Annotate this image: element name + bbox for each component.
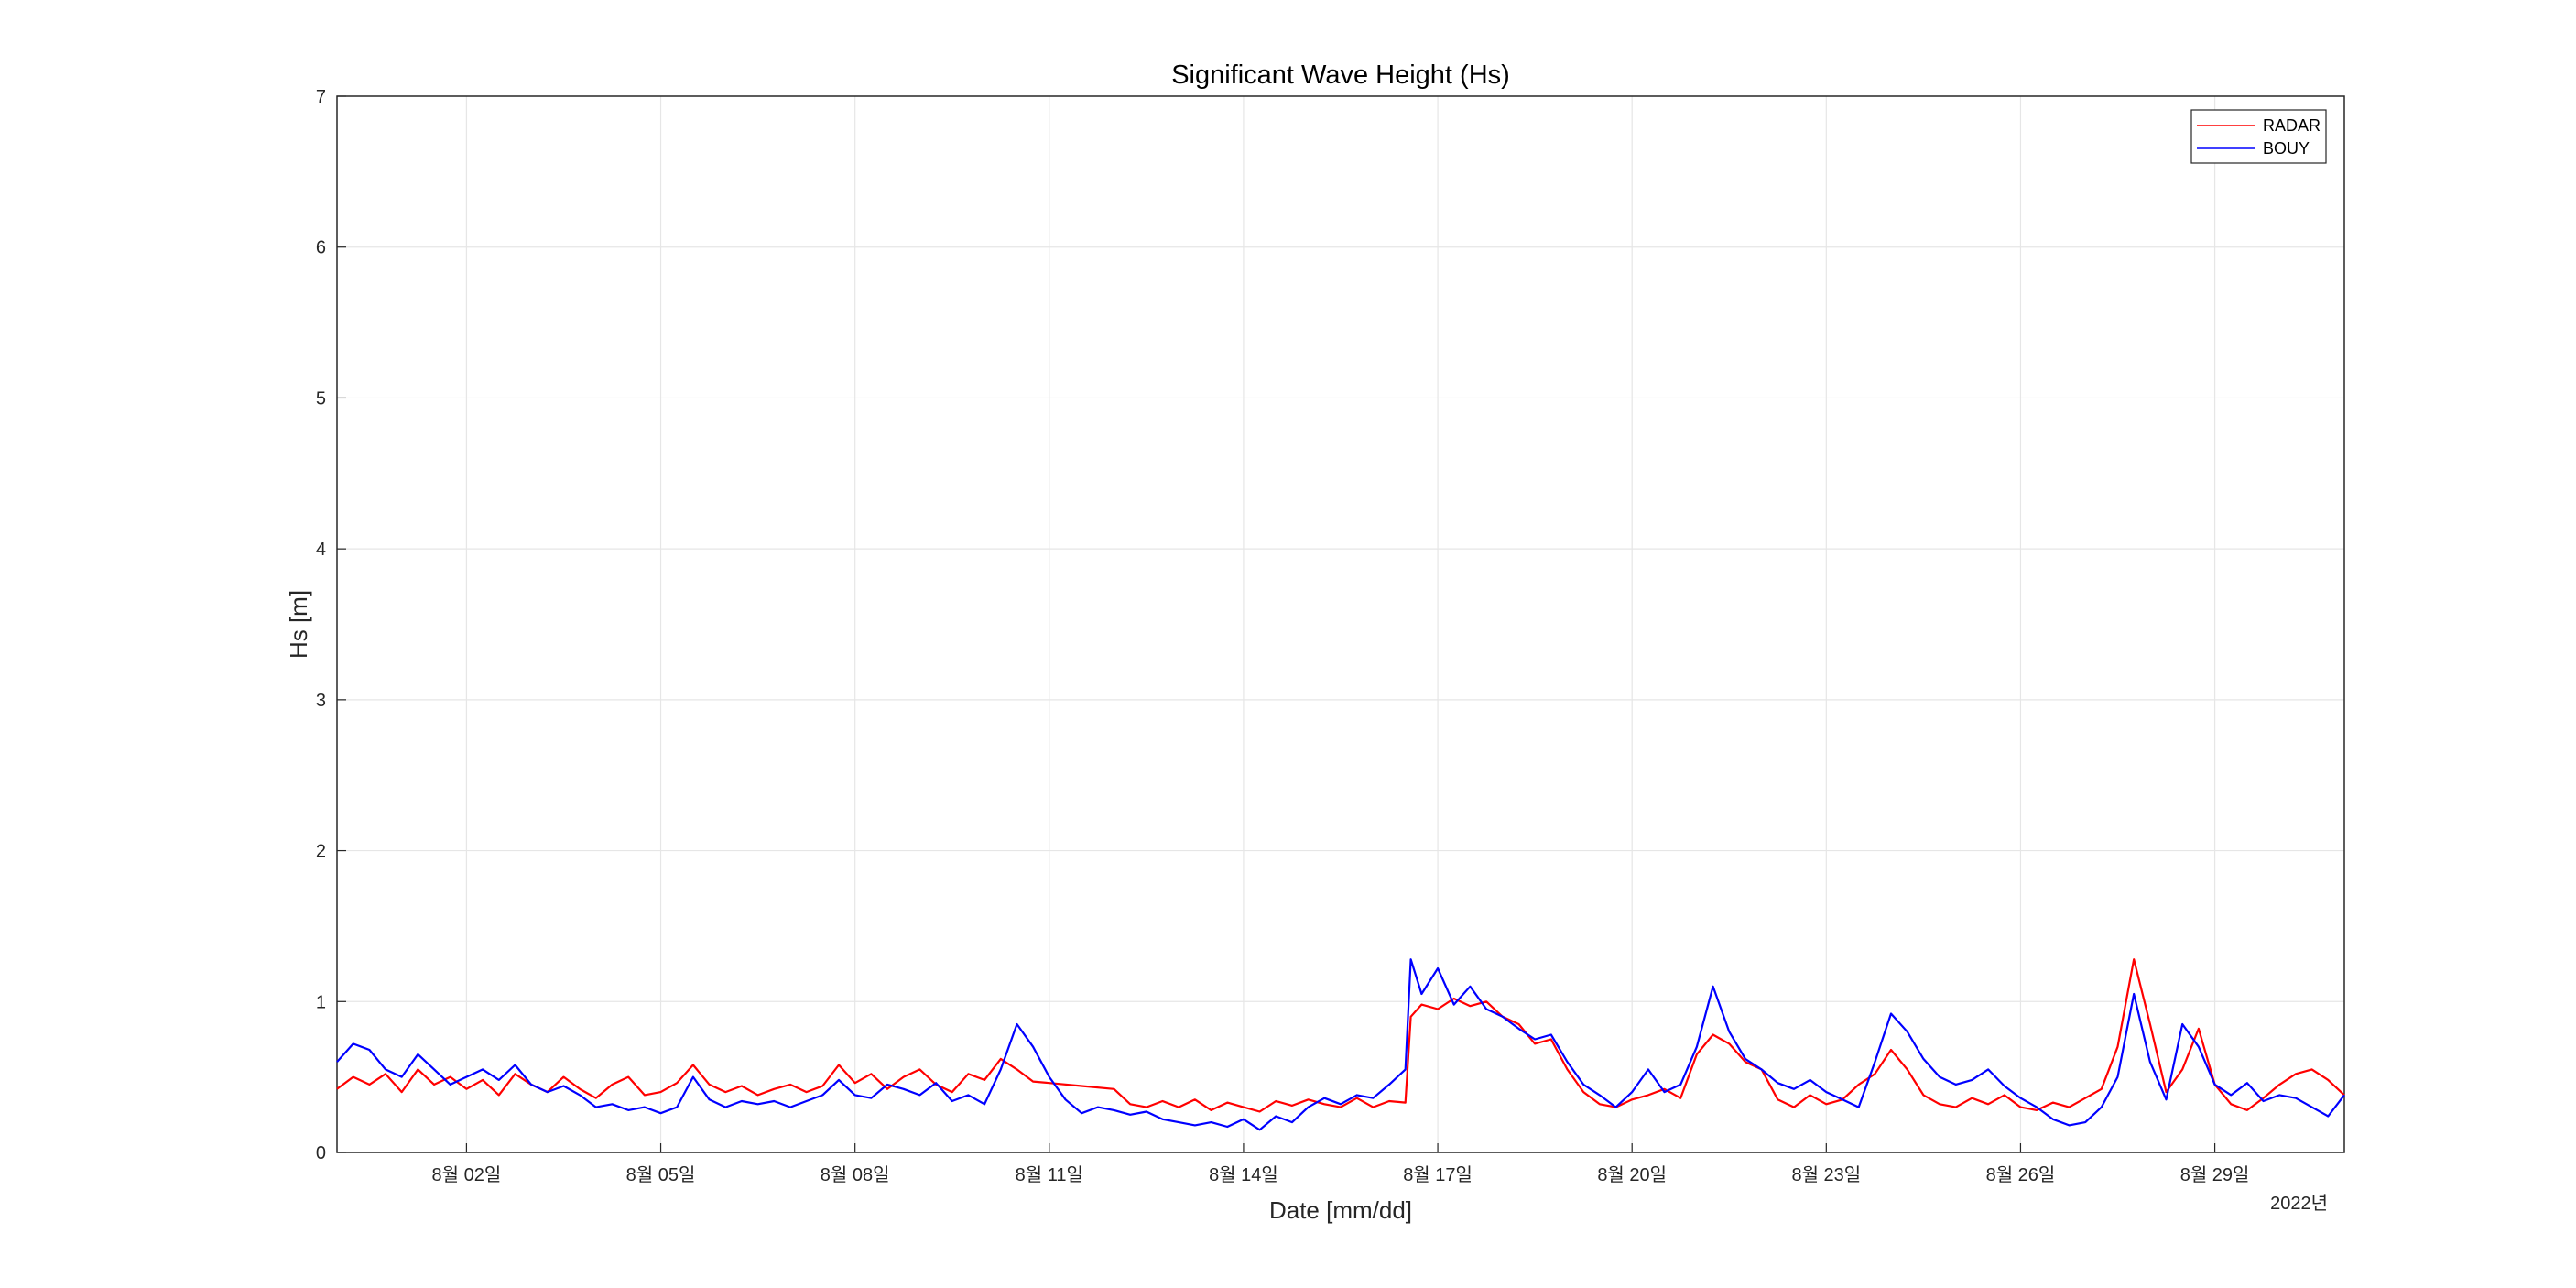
series-lines xyxy=(336,958,2345,1131)
y-tick-label: 7 xyxy=(316,87,326,107)
legend: RADAR BOUY xyxy=(2190,109,2327,164)
x-tick-label: 8월 17일 xyxy=(1403,1164,1473,1185)
x-tick-label: 8월 05일 xyxy=(626,1164,696,1185)
x-axis-year-label: 2022년 xyxy=(2270,1193,2328,1214)
y-tick-label: 4 xyxy=(316,540,326,560)
axis-ticks: 0 1 2 3 4 5 6 7 8월 02일 8월 05일 8월 08일 8월 11일 8월 14일 8월… xyxy=(316,87,2250,1185)
series-line-radar xyxy=(336,958,2345,1113)
y-axis-label: Hs [m] xyxy=(285,590,312,659)
y-tick-label: 2 xyxy=(316,842,326,862)
y-tick-label: 6 xyxy=(316,238,326,258)
grid xyxy=(337,96,2344,1152)
x-tick-label: 8월 14일 xyxy=(1209,1164,1278,1185)
x-tick-label: 8월 02일 xyxy=(432,1164,502,1185)
y-tick-label: 3 xyxy=(316,691,326,711)
x-axis-label: Date [mm/dd] xyxy=(1269,1196,1412,1224)
legend-entry-bouy: BOUY xyxy=(2263,139,2310,158)
x-tick-label: 8월 11일 xyxy=(1016,1164,1083,1185)
x-tick-label: 8월 08일 xyxy=(821,1164,890,1185)
y-tick-label: 0 xyxy=(316,1143,326,1163)
series-line-bouy xyxy=(336,958,2345,1131)
legend-entry-radar: RADAR xyxy=(2263,116,2321,135)
x-tick-label: 8월 26일 xyxy=(1986,1164,2056,1185)
x-tick-label: 8월 23일 xyxy=(1791,1164,1861,1185)
plot-area-frame xyxy=(336,95,2345,1153)
y-tick-label: 5 xyxy=(316,388,326,409)
x-tick-label: 8월 20일 xyxy=(1597,1164,1667,1185)
y-tick-label: 1 xyxy=(316,992,326,1012)
chart-title: Significant Wave Height (Hs) xyxy=(1171,60,1510,90)
x-tick-label: 8월 29일 xyxy=(2180,1164,2250,1185)
legend-box xyxy=(2190,109,2327,164)
